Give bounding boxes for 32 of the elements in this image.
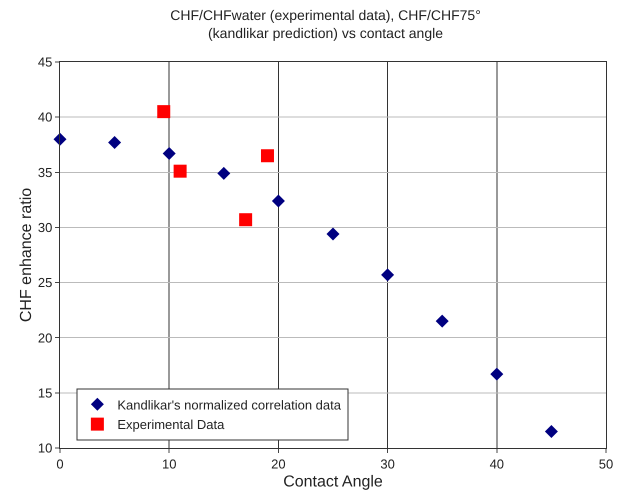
y-tick-label: 20 [38,330,52,346]
x-tick-label: 10 [162,456,176,472]
x-tick-label: 30 [380,456,395,472]
y-tick-label: 35 [38,164,52,180]
point [174,164,187,178]
point [272,194,285,208]
legend-label: Kandlikar's normalized correlation data [117,397,342,412]
x-tick-label: 0 [56,456,64,472]
point [260,149,274,162]
point [490,368,504,381]
point [162,147,176,160]
x-axis-title: Contact Angle [283,473,383,490]
x-tick-label: 50 [598,456,614,472]
point [326,228,340,241]
legend-label: Experimental Data [117,417,226,432]
chart-title: CHF/CHFwater (experimental data), CHF/CHF75° (kandlikar prediction) vs contact angle [170,6,481,42]
point [217,166,230,180]
point [239,213,252,226]
point [544,424,558,438]
y-tick-label: 45 [38,54,52,70]
y-axis-title: CHF enhance ratio [18,188,35,322]
x-tick-label: 40 [490,456,504,472]
point [157,105,170,118]
x-tick-label: 20 [271,456,286,472]
y-tick-label: 25 [38,275,52,290]
point [108,136,122,150]
y-tick-label: 15 [38,385,52,400]
y-tick-label: 30 [38,220,52,235]
point [381,268,394,282]
y-tick-label: 40 [38,110,52,125]
point [436,314,449,328]
y-tick-label: 10 [38,440,52,456]
